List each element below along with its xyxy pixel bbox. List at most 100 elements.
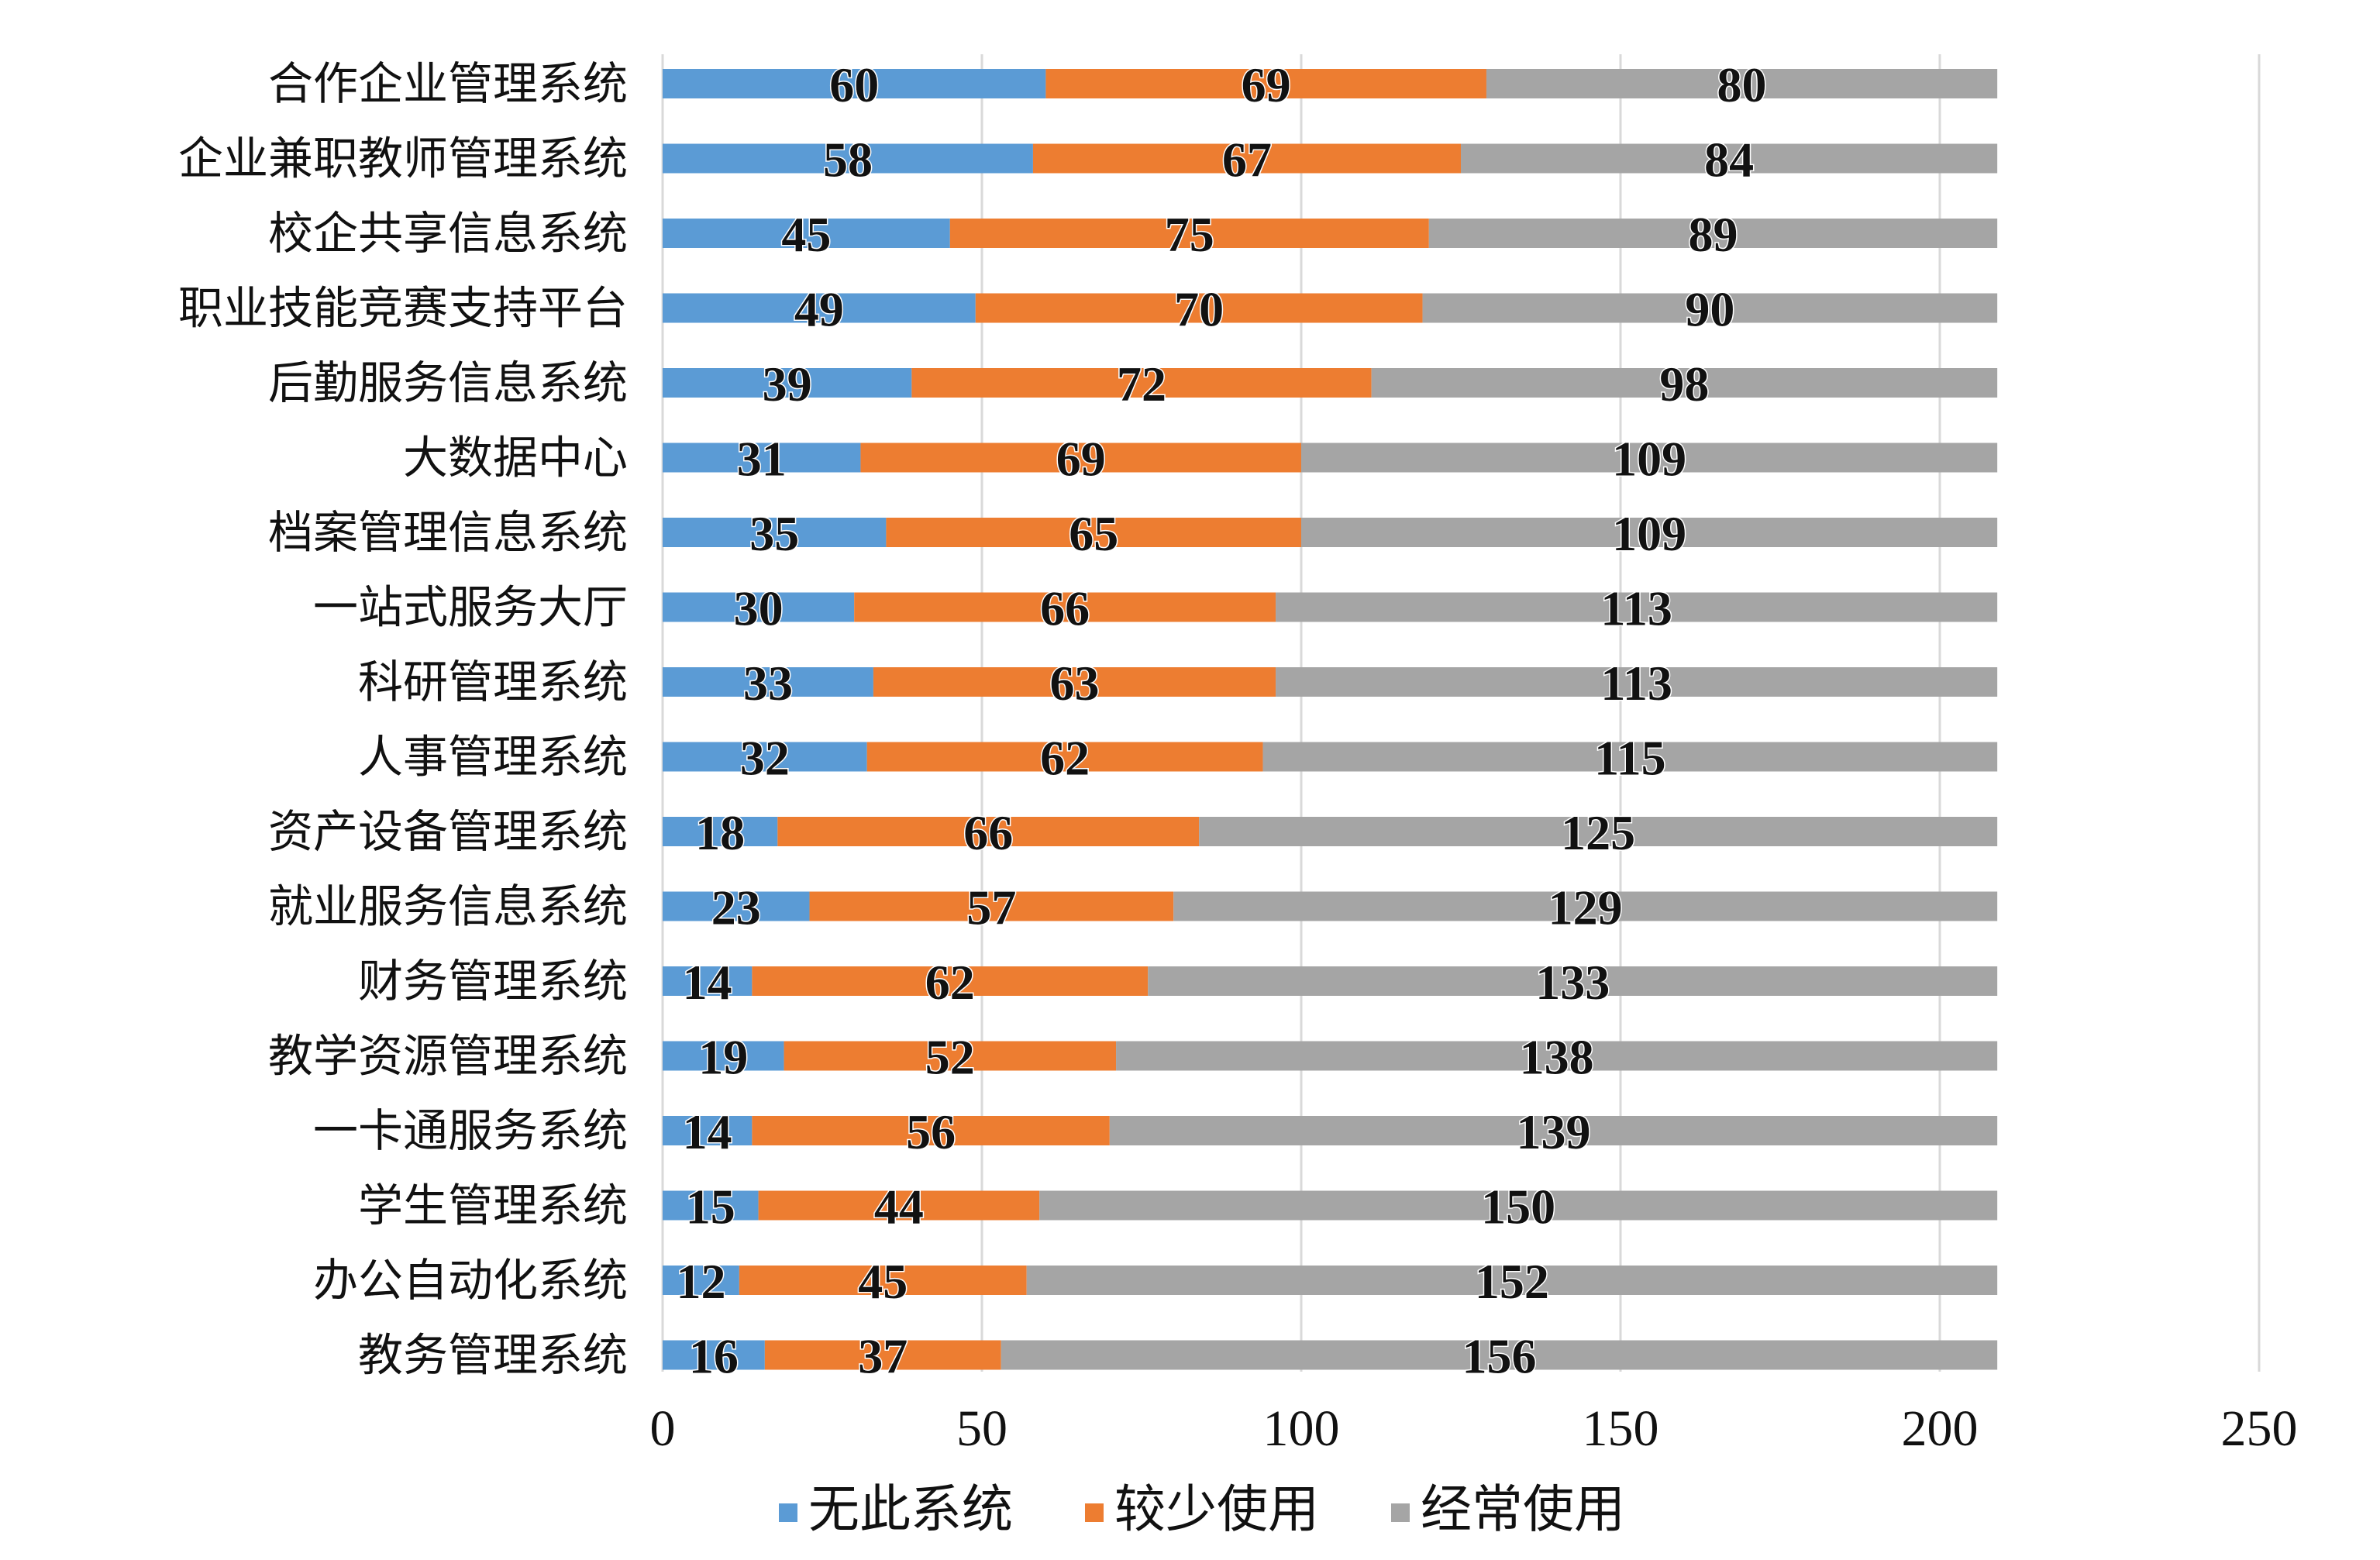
bar-segment (1109, 1116, 1998, 1145)
data-label: 75 (1165, 207, 1214, 262)
data-label: 113 (1600, 581, 1672, 636)
bar-segment (1173, 891, 1998, 921)
category-label: 教务管理系统 (358, 1329, 628, 1382)
bar-segment (1001, 1340, 1998, 1370)
data-label: 19 (698, 1030, 748, 1085)
bar-segment (663, 817, 778, 846)
bar-segment (663, 293, 976, 323)
value-axis: 0 50 100 150 200 250 (650, 1400, 2298, 1457)
category-label: 教学资源管理系统 (268, 1030, 628, 1083)
data-label: 32 (740, 731, 790, 786)
data-label: 37 (858, 1329, 908, 1384)
data-label: 152 (1475, 1254, 1549, 1309)
bar-segment (663, 219, 950, 248)
bar-segment (1276, 667, 1998, 697)
bar-segment (886, 518, 1301, 547)
x-tick-label: 250 (2221, 1400, 2298, 1457)
data-label: 67 (1222, 133, 1272, 188)
data-label: 113 (1600, 656, 1672, 711)
bar-segment (663, 592, 855, 622)
bar-segment (1461, 143, 1998, 174)
bars (663, 69, 1998, 1370)
bar-segment (975, 293, 1423, 323)
bar-segment (663, 667, 873, 697)
bar-segment (663, 1116, 753, 1145)
data-label: 125 (1561, 805, 1635, 860)
bar-segment (1116, 1041, 1998, 1071)
legend-swatch (1391, 1503, 1410, 1522)
data-label: 45 (781, 207, 831, 262)
category-label: 人事管理系统 (358, 731, 628, 783)
data-label: 66 (1040, 581, 1090, 636)
bar-segment (854, 592, 1276, 622)
data-label: 63 (1049, 656, 1099, 711)
x-tick-label: 50 (956, 1400, 1007, 1457)
data-label: 139 (1516, 1104, 1590, 1159)
category-label: 资产设备管理系统 (268, 805, 628, 858)
data-label: 52 (925, 1030, 975, 1085)
bar-segment (752, 966, 1149, 996)
bar-segment (758, 1190, 1040, 1221)
legend: 无此系统 较少使用 经常使用 (779, 1479, 1625, 1539)
category-label: 校企共享信息系统 (268, 207, 628, 260)
bar-segment (1301, 518, 1998, 547)
bar-segment (873, 667, 1276, 697)
data-label: 129 (1548, 880, 1623, 935)
data-label: 98 (1659, 356, 1709, 412)
bar-segment (1301, 443, 1998, 473)
data-label: 58 (823, 133, 873, 188)
data-label: 14 (683, 1104, 732, 1159)
legend-item: 较少使用 (1085, 1479, 1319, 1539)
bar-segment (809, 891, 1174, 921)
data-label: 57 (966, 880, 1016, 935)
category-label: 一卡通服务系统 (313, 1104, 628, 1157)
data-label: 35 (749, 506, 799, 561)
bar-segment (663, 1340, 765, 1370)
category-label: 学生管理系统 (358, 1179, 628, 1232)
bar-segment (663, 742, 867, 772)
data-label: 12 (676, 1254, 725, 1309)
bar-segment (663, 966, 753, 996)
data-label: 30 (734, 581, 784, 636)
category-label: 科研管理系统 (358, 656, 628, 708)
bar-segment (663, 443, 861, 473)
category-label: 一站式服务大厅 (313, 581, 628, 634)
data-label: 33 (743, 656, 793, 711)
bar-segment (1428, 219, 1998, 248)
category-label: 就业服务信息系统 (268, 880, 628, 933)
bar-segment (663, 69, 1046, 98)
bar-segment (663, 143, 1033, 174)
data-label: 90 (1685, 282, 1734, 337)
data-label: 109 (1612, 432, 1686, 487)
data-label: 14 (683, 955, 732, 1010)
bar-segment (752, 1116, 1110, 1145)
bar-segment (1262, 742, 1998, 772)
x-tick-label: 0 (650, 1400, 676, 1457)
data-label: 31 (737, 432, 787, 487)
x-tick-label: 150 (1583, 1400, 1659, 1457)
bar-segment (663, 1041, 784, 1071)
data-label: 56 (906, 1104, 956, 1159)
bar-segment (860, 443, 1301, 473)
data-label: 18 (695, 805, 745, 860)
data-label: 49 (794, 282, 844, 337)
legend-item: 无此系统 (779, 1479, 1013, 1539)
bar-segment (1026, 1266, 1998, 1295)
data-labels: 60 69 80 58 67 84 45 75 89 49 70 90 39 72 98 31 69 109 35 6… (675, 57, 1768, 1386)
data-label: 138 (1520, 1030, 1594, 1085)
bar-segment (911, 368, 1372, 398)
bar-segment (1422, 293, 1998, 323)
bar-segment (739, 1266, 1027, 1295)
x-tick-label: 200 (1902, 1400, 1979, 1457)
category-label: 合作企业管理系统 (268, 57, 628, 110)
data-label: 150 (1481, 1179, 1555, 1235)
data-label: 45 (858, 1254, 908, 1309)
bar-segment (663, 1190, 759, 1221)
bar-segment (1486, 69, 1998, 98)
data-label: 62 (925, 955, 975, 1010)
data-label: 69 (1242, 57, 1291, 112)
gridlines (661, 54, 2261, 1372)
category-label: 财务管理系统 (358, 955, 628, 1007)
data-label: 69 (1056, 432, 1106, 487)
